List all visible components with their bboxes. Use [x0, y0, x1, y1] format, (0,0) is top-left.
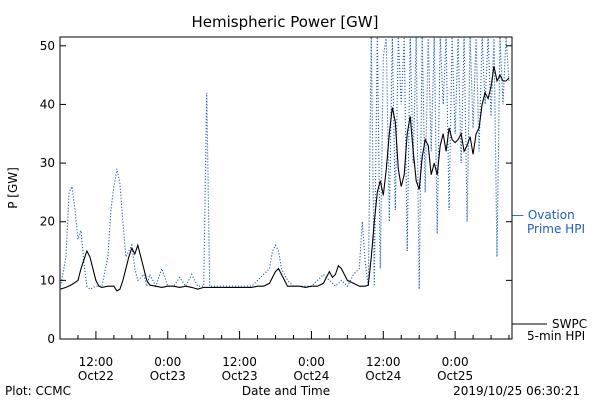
chart-title: Hemispheric Power [GW]: [192, 13, 379, 31]
legend: — Ovation Prime HPI SWPC 5-min HPI: [512, 208, 587, 343]
x-tick-date-label: Oct24: [365, 369, 401, 383]
x-tick-date-label: Oct22: [78, 369, 114, 383]
series-line-swpc: [59, 66, 510, 292]
legend-swpc-line2: 5-min HPI: [527, 329, 585, 343]
footer: Plot: CCMC Date and Time 2019/10/25 06:3…: [5, 384, 580, 398]
footer-timestamp: 2019/10/25 06:30:21: [453, 384, 580, 398]
x-tick-date-label: Oct24: [293, 369, 329, 383]
legend-swpc-line1: SWPC: [552, 317, 587, 331]
x-tick-time-label: 12:00: [222, 355, 257, 369]
series-layer: [59, 36, 510, 292]
y-tick-label: 20: [40, 215, 55, 229]
x-tick-date-label: Oct23: [222, 369, 258, 383]
plot-frame: [59, 36, 513, 340]
y-tick-label: 0: [47, 332, 55, 346]
legend-ovation-line2: Prime HPI: [527, 222, 585, 236]
x-tick-time-label: 0:00: [298, 355, 325, 369]
x-tick-date-label: Oct25: [437, 369, 473, 383]
y-tick-label: 10: [40, 273, 55, 287]
y-axis: 0 10 20 30 40 50: [40, 39, 512, 346]
x-tick-time-label: 12:00: [79, 355, 114, 369]
y-tick-label: 30: [40, 156, 55, 170]
legend-ovation-line1: — Ovation: [512, 208, 575, 222]
y-tick-label: 50: [40, 39, 55, 53]
x-axis: 12:00Oct220:00Oct2312:00Oct230:00Oct2412…: [59, 331, 510, 383]
footer-plot-credit: Plot: CCMC: [5, 384, 71, 398]
y-axis-label: P [GW]: [6, 167, 20, 209]
x-tick-date-label: Oct23: [150, 369, 186, 383]
x-tick-time-label: 12:00: [366, 355, 401, 369]
x-tick-time-label: 0:00: [154, 355, 181, 369]
series-line-ovation-prime: [59, 36, 510, 290]
y-tick-label: 40: [40, 97, 55, 111]
x-tick-time-label: 0:00: [442, 355, 469, 369]
x-axis-label: Date and Time: [242, 384, 330, 398]
